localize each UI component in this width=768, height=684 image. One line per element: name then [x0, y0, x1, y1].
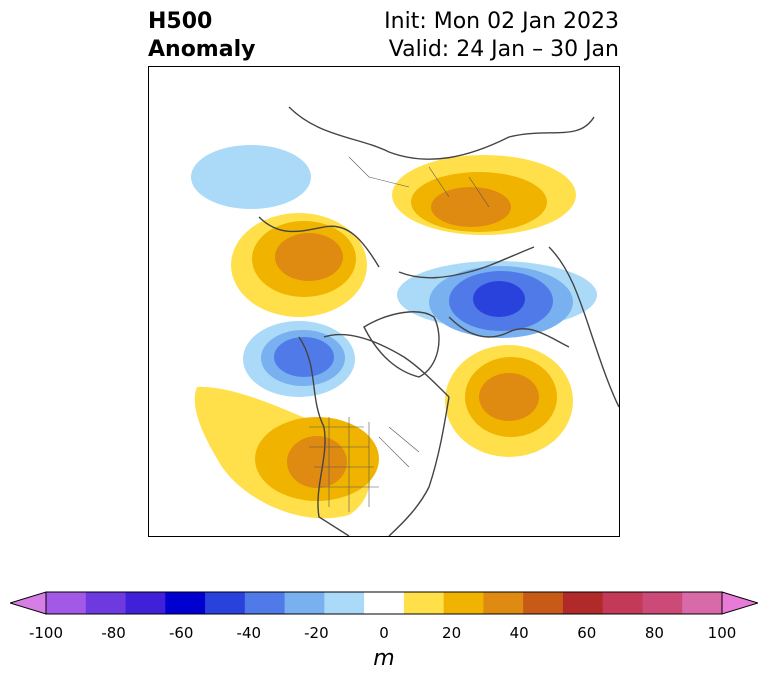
political-borders	[309, 156, 490, 512]
positive-anomaly-western-us	[194, 386, 379, 519]
title-line-1: H500	[148, 9, 213, 34]
colorbar-bin	[324, 592, 365, 614]
colorbar-tick-label: 60	[577, 624, 597, 642]
colorbar-bin	[85, 592, 127, 614]
anomaly-map	[148, 66, 620, 537]
colorbar-bin	[562, 592, 604, 614]
coastlines	[258, 106, 619, 536]
colorbar-tick-label: -100	[28, 624, 64, 642]
colorbar-tick-label: 80	[644, 624, 664, 642]
valid-range: Valid: 24 Jan – 30 Jan	[388, 37, 619, 62]
colorbar-bin	[46, 592, 87, 614]
forecast-dates: Init: Mon 02 Jan 2023 Valid: 24 Jan – 30…	[384, 8, 619, 64]
colorbar-over-arrow	[721, 591, 758, 615]
negative-anomaly-western-pacific	[191, 145, 311, 209]
colorbar-tick-label: -20	[304, 624, 329, 642]
colorbar-outline	[45, 591, 723, 615]
map-svg	[191, 106, 619, 536]
colorbar-bin	[284, 592, 325, 614]
colorbar-bin	[165, 592, 206, 614]
colorbar-tick-label: -60	[168, 624, 194, 642]
colorbar-bin	[602, 592, 643, 614]
colorbar-tick-label: 0	[379, 624, 389, 642]
colorbar-bin	[205, 592, 246, 614]
colorbar-under-arrow	[10, 591, 47, 615]
colorbar-tick-label: -80	[101, 624, 126, 642]
colorbar-bin	[642, 592, 683, 614]
colorbar	[10, 591, 758, 615]
colorbar-tick-label: -40	[236, 624, 262, 642]
colorbar-bin	[443, 592, 484, 614]
init-date: Init: Mon 02 Jan 2023	[384, 9, 619, 34]
colorbar-tick-label: 100	[707, 624, 737, 642]
positive-anomaly-north-atlantic	[445, 345, 573, 457]
colorbar-units: m	[373, 646, 395, 671]
colorbar-bin	[125, 592, 166, 614]
colorbar-tick-label: 40	[509, 624, 529, 642]
negative-anomaly-scandinavia-barents	[397, 261, 597, 338]
positive-anomaly-northern-russia	[392, 155, 576, 235]
colorbar-bin	[483, 592, 524, 614]
colorbar-bin	[682, 592, 723, 614]
colorbar-bin	[523, 592, 564, 614]
positive-anomaly-alaska-eastern-siberia	[231, 213, 367, 317]
colorbar-bin	[364, 592, 405, 614]
title-line-2: Anomaly	[148, 37, 256, 62]
colorbar-tick-label: 20	[442, 624, 462, 642]
anomaly-fill	[191, 145, 597, 519]
colorbar-bin	[403, 592, 445, 614]
colorbar-bin	[244, 592, 286, 614]
map-title: H500 Anomaly	[148, 8, 255, 64]
negative-anomaly-gulf-of-alaska	[243, 321, 355, 397]
